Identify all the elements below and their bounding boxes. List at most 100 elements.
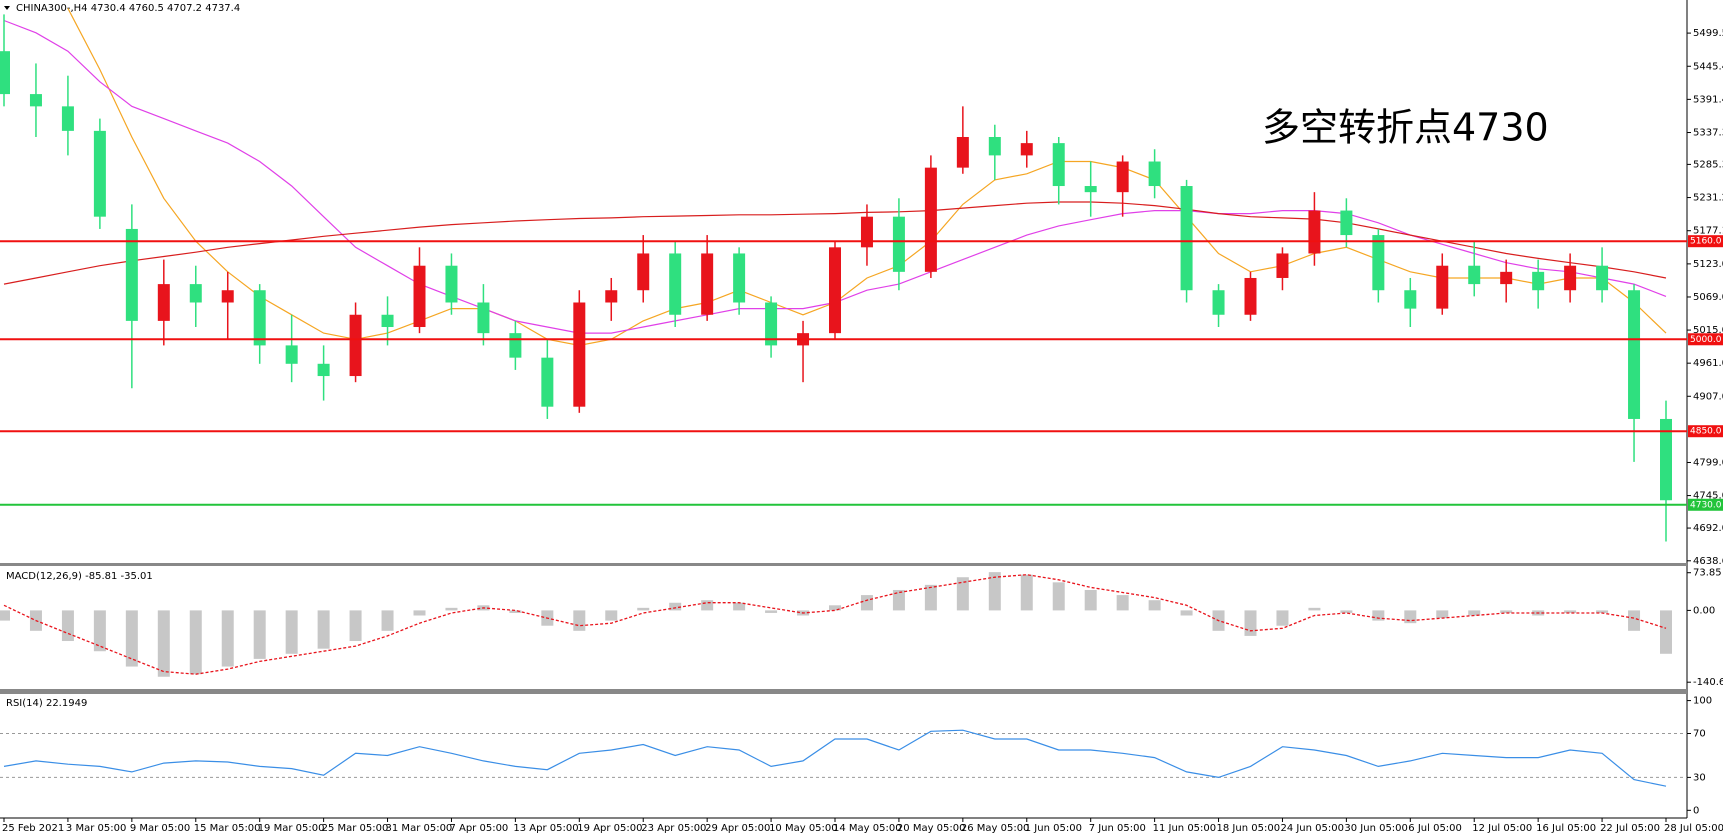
candle-body bbox=[1244, 277, 1257, 315]
x-tick-label: 11 Jun 05:00 bbox=[1153, 823, 1217, 834]
candle-body bbox=[669, 253, 682, 315]
x-tick-label: 6 Jul 05:00 bbox=[1408, 823, 1462, 834]
x-tick-label: 14 May 05:00 bbox=[833, 823, 902, 834]
macd-bar bbox=[956, 577, 969, 611]
candle-body bbox=[988, 136, 1001, 156]
y-tick-label: 5069.0 bbox=[1693, 292, 1723, 303]
macd-bar bbox=[733, 602, 746, 611]
candle-body bbox=[1052, 143, 1065, 187]
candle-body bbox=[541, 357, 554, 407]
x-tick-label: 19 Mar 05:00 bbox=[258, 823, 325, 834]
rsi-plot bbox=[0, 729, 1687, 787]
x-tick-label: 3 Mar 05:00 bbox=[66, 823, 126, 834]
x-tick-label: 18 Jun 05:00 bbox=[1217, 823, 1281, 834]
y-tick-label: 100 bbox=[1693, 696, 1712, 707]
candle-body bbox=[1116, 161, 1129, 193]
x-tick-label: 23 Apr 05:00 bbox=[641, 823, 706, 834]
y-tick-label: 70 bbox=[1693, 729, 1706, 740]
candle-body bbox=[1436, 265, 1449, 309]
macd-bar bbox=[669, 602, 682, 611]
candle-body bbox=[765, 302, 778, 346]
candle-body bbox=[1148, 161, 1161, 187]
macd-bar bbox=[1596, 610, 1609, 613]
candle-body bbox=[1084, 186, 1097, 193]
macd-bar bbox=[1052, 582, 1065, 611]
candle-body bbox=[1340, 210, 1353, 236]
moving-average bbox=[67, 8, 1667, 347]
candle-body bbox=[733, 253, 746, 303]
macd-bar bbox=[829, 605, 841, 611]
rsi-line bbox=[3, 729, 1667, 787]
candle-body bbox=[477, 302, 490, 334]
candle-body bbox=[285, 345, 298, 364]
rsi-title: RSI(14) 22.1949 bbox=[6, 698, 87, 709]
candle-body bbox=[1020, 143, 1033, 156]
candle-body bbox=[157, 284, 170, 321]
macd-bar bbox=[1340, 610, 1353, 613]
x-tick-label: 7 Apr 05:00 bbox=[449, 823, 508, 834]
macd-bar bbox=[381, 610, 394, 631]
candle-body bbox=[253, 290, 266, 346]
candle-body bbox=[61, 106, 74, 131]
candle-body bbox=[317, 363, 330, 377]
level-label-box bbox=[1688, 333, 1723, 346]
candle-body bbox=[189, 284, 202, 303]
macd-bar bbox=[1180, 610, 1193, 616]
macd-bar bbox=[0, 610, 10, 621]
candle-body bbox=[445, 265, 458, 303]
macd-bar bbox=[349, 610, 362, 642]
y-tick-label: 4692.0 bbox=[1693, 523, 1723, 534]
macd-bar bbox=[1468, 610, 1481, 616]
macd-bar bbox=[988, 572, 1001, 611]
macd-bar bbox=[1372, 610, 1385, 621]
candle-body bbox=[0, 51, 10, 95]
macd-bar bbox=[253, 610, 266, 659]
candle-body bbox=[1628, 290, 1641, 419]
macd-bar bbox=[924, 584, 937, 611]
x-tick-label: 1 Jun 05:00 bbox=[1025, 823, 1082, 834]
x-tick-label: 20 May 05:00 bbox=[897, 823, 966, 834]
candle-body bbox=[1532, 271, 1545, 291]
macd-bar bbox=[317, 610, 330, 649]
level-label-box bbox=[1688, 235, 1723, 248]
menu-arrow[interactable] bbox=[4, 6, 10, 10]
macd-bar bbox=[1244, 610, 1257, 636]
candle-body bbox=[93, 130, 106, 217]
macd-bar bbox=[1500, 610, 1513, 613]
macd-bar bbox=[221, 610, 234, 667]
candle-body bbox=[509, 333, 522, 358]
candle-body bbox=[605, 290, 618, 303]
symbol-title: CHINA300-,H4 4730.4 4760.5 4707.2 4737.4 bbox=[16, 3, 240, 14]
x-tick-label: 9 Mar 05:00 bbox=[130, 823, 190, 834]
x-tick-label: 15 Mar 05:00 bbox=[194, 823, 261, 834]
candle-body bbox=[956, 136, 969, 168]
candle-body bbox=[413, 265, 426, 328]
candle-body bbox=[1212, 290, 1225, 315]
candle-body bbox=[1596, 265, 1609, 291]
candle-body bbox=[381, 314, 394, 328]
candle-body bbox=[125, 228, 138, 321]
macd-bar bbox=[860, 595, 873, 611]
level-label: 4730.0 bbox=[1690, 500, 1722, 510]
y-tick-label: 5015.0 bbox=[1693, 325, 1723, 336]
candle-body bbox=[221, 290, 234, 303]
y-tick-label: 5445.4 bbox=[1693, 61, 1723, 72]
macd-bar bbox=[445, 607, 458, 611]
candle-body bbox=[860, 216, 873, 248]
y-tick-label: 5285.3 bbox=[1693, 159, 1723, 170]
y-tick-label: 5177.1 bbox=[1693, 226, 1723, 237]
candle-body bbox=[1180, 186, 1193, 291]
level-label: 4850.0 bbox=[1690, 427, 1722, 437]
candle-body bbox=[892, 216, 905, 272]
x-tick-label: 7 Jun 05:00 bbox=[1089, 823, 1146, 834]
macd-bar bbox=[605, 610, 618, 621]
candle-body bbox=[573, 302, 586, 407]
macd-bar bbox=[1116, 595, 1129, 611]
x-tick-label: 10 May 05:00 bbox=[769, 823, 838, 834]
macd-bar bbox=[285, 610, 298, 654]
macd-signal bbox=[3, 574, 1667, 675]
y-tick-label: 30 bbox=[1693, 772, 1706, 783]
macd-bar bbox=[61, 610, 74, 642]
macd-bar bbox=[1084, 589, 1097, 611]
